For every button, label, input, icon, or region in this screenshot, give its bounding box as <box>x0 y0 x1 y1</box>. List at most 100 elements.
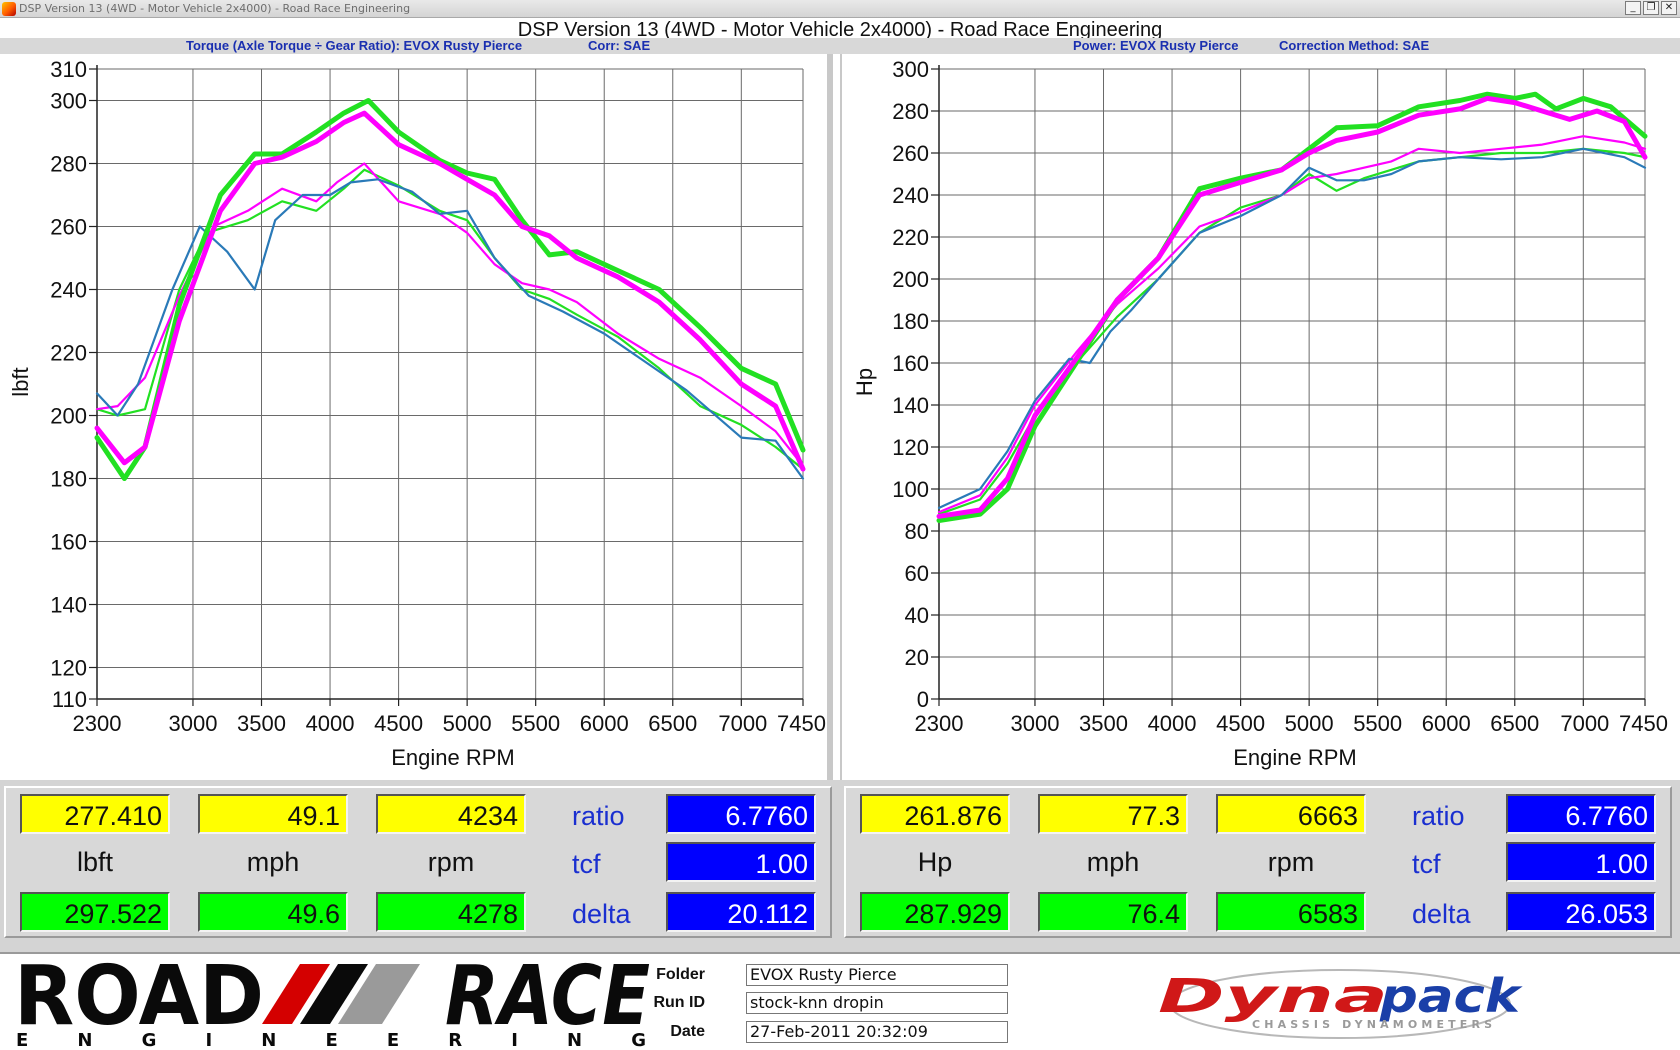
tcf-label: tcf <box>572 849 601 879</box>
y-tick-label: 200 <box>892 267 929 292</box>
power-chart[interactable]: 0 20 40 60 80 100 120 140 160 180 200 220 240 260 280 3… <box>842 54 1673 780</box>
power-peak-rpm: 6583 <box>1216 892 1366 932</box>
power-series-1-line <box>936 95 1648 519</box>
delta-value[interactable]: 20.112 <box>666 892 816 932</box>
power-gridlines <box>938 68 1646 700</box>
power-cursor-value: 261.876 <box>860 794 1010 834</box>
torque-series-2-line <box>95 168 805 471</box>
svg-text:ROAD: ROAD <box>14 954 264 1044</box>
y-tick-label: 180 <box>50 467 87 492</box>
x-tick-label: 5500 <box>1353 711 1402 736</box>
x-tick-label: 4500 <box>374 711 423 736</box>
x-tick-label: 4500 <box>1216 711 1265 736</box>
road-race-logo: ROAD RACE ENGINEERING <box>14 954 650 1050</box>
torque-y-axis-title: lbft <box>8 367 33 396</box>
ratio-value[interactable]: 6.7760 <box>1506 794 1656 834</box>
x-tick-label: 2300 <box>73 711 122 736</box>
y-tick-label: 280 <box>50 152 87 177</box>
power-x-axis-title: Engine RPM <box>1233 745 1357 770</box>
torque-cursor-rpm: 4234 <box>376 794 526 834</box>
tcf-label: tcf <box>1412 849 1441 879</box>
ratio-value[interactable]: 6.7760 <box>666 794 816 834</box>
power-y-axis-title: Hp <box>852 368 877 396</box>
x-tick-label: 7450 <box>1619 711 1668 736</box>
y-tick-label: 240 <box>50 278 87 303</box>
delta-label: delta <box>1412 899 1471 929</box>
y-tick-label: 80 <box>905 519 929 544</box>
torque-chart-panel[interactable]: 110 120 140 160 180 200 220 240 260 280 300 310 2300… <box>0 54 833 780</box>
y-tick-label: 260 <box>50 215 87 240</box>
torque-cursor-speed: 49.1 <box>198 794 348 834</box>
x-tick-label: 3500 <box>237 711 286 736</box>
speed-unit-label: mph <box>246 847 300 877</box>
minimize-button[interactable]: _ <box>1625 1 1641 15</box>
restore-button[interactable]: ❐ <box>1643 1 1659 15</box>
y-tick-label: 140 <box>892 393 929 418</box>
x-tick-label: 6000 <box>1422 711 1471 736</box>
x-tick-label: 5500 <box>511 711 560 736</box>
torque-peak-speed: 49.6 <box>198 892 348 932</box>
x-tick-label: 5000 <box>443 711 492 736</box>
x-tick-label: 6500 <box>648 711 697 736</box>
y-tick-label: 110 <box>52 687 87 712</box>
y-tick-label: 240 <box>892 183 929 208</box>
x-tick-label: 7000 <box>1560 711 1609 736</box>
y-tick-label: 300 <box>50 89 87 114</box>
tcf-value[interactable]: 1.00 <box>1506 842 1656 882</box>
y-tick-label: 120 <box>50 656 87 681</box>
y-tick-label: 260 <box>892 141 929 166</box>
report-title: DSP Version 13 (4WD - Motor Vehicle 2x40… <box>517 19 1163 39</box>
y-tick-label: 140 <box>50 593 87 618</box>
y-tick-label: 160 <box>50 530 87 555</box>
power-subheader: Power: EVOX Rusty Pierce <box>1073 38 1239 53</box>
x-tick-label: 3500 <box>1079 711 1128 736</box>
torque-subheader: Torque (Axle Torque ÷ Gear Ratio): EVOX … <box>186 38 523 53</box>
torque-unit-label: lbft <box>76 847 114 877</box>
date-field[interactable]: 27-Feb-2011 20:32:09 <box>746 1021 1008 1043</box>
delta-label: delta <box>572 899 631 929</box>
report-footer: ROAD RACE ENGINEERING Folder EVOX Rusty … <box>0 952 1680 1050</box>
power-series-2-line <box>937 147 1647 516</box>
torque-series-3-line <box>95 162 805 467</box>
rpm-unit-label: rpm <box>1267 847 1315 877</box>
power-series-4-line <box>937 147 1647 509</box>
power-cursor-speed: 77.3 <box>1038 794 1188 834</box>
x-tick-label: 3000 <box>1010 711 1059 736</box>
y-tick-label: 160 <box>892 351 929 376</box>
run-id-field[interactable]: stock-knn dropin <box>746 992 1008 1014</box>
torque-peak-rpm: 4278 <box>376 892 526 932</box>
delta-value[interactable]: 26.053 <box>1506 892 1656 932</box>
rpm-unit-label: rpm <box>427 847 475 877</box>
x-tick-label: 4000 <box>1148 711 1197 736</box>
folder-field[interactable]: EVOX Rusty Pierce <box>746 964 1008 986</box>
y-tick-label: 310 <box>50 57 87 82</box>
run-id-label: Run ID <box>653 994 705 1011</box>
y-tick-label: 180 <box>892 309 929 334</box>
torque-readout-panel: 277.410 49.1 4234 lbft mph rpm 297.522 4… <box>4 786 832 938</box>
y-tick-label: 280 <box>892 99 929 124</box>
window-title-bar[interactable]: DSP Version 13 (4WD - Motor Vehicle 2x40… <box>0 0 1680 18</box>
x-tick-label: 6500 <box>1490 711 1539 736</box>
svg-text:pack: pack <box>1379 969 1523 1023</box>
x-tick-label: 7000 <box>718 711 767 736</box>
torque-x-axis-title: Engine RPM <box>391 745 515 770</box>
power-series-0-line <box>936 91 1648 523</box>
ratio-label: ratio <box>572 801 625 831</box>
power-peak-speed: 76.4 <box>1038 892 1188 932</box>
subheader-bar <box>0 38 1680 54</box>
tcf-value[interactable]: 1.00 <box>666 842 816 882</box>
x-tick-label: 2300 <box>915 711 964 736</box>
x-tick-label: 4000 <box>306 711 355 736</box>
power-peak-value: 287.929 <box>860 892 1010 932</box>
app-icon <box>2 2 16 16</box>
close-button[interactable]: ✕ <box>1661 1 1677 15</box>
x-tick-label: 3000 <box>168 711 217 736</box>
window-title: DSP Version 13 (4WD - Motor Vehicle 2x40… <box>19 2 411 15</box>
torque-peak-value: 297.522 <box>20 892 170 932</box>
power-series-3-line <box>937 135 1647 514</box>
power-chart-panel[interactable]: 0 20 40 60 80 100 120 140 160 180 200 220 240 260 280 3… <box>840 54 1673 780</box>
torque-chart[interactable]: 110 120 140 160 180 200 220 240 260 280 300 310 2300… <box>0 54 827 780</box>
y-tick-label: 220 <box>50 341 87 366</box>
ratio-label: ratio <box>1412 801 1465 831</box>
y-tick-label: 120 <box>892 435 929 460</box>
